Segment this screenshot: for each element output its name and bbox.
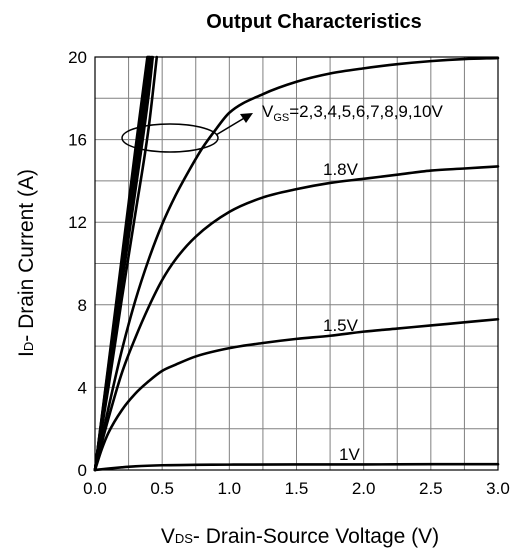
annotation-arrow-head bbox=[240, 113, 253, 123]
x-tick-label: 0.5 bbox=[150, 479, 174, 498]
y-tick-label: 8 bbox=[78, 296, 87, 315]
y-tick-label: 12 bbox=[68, 213, 87, 232]
annotation-ellipse bbox=[121, 123, 219, 153]
x-tick-label: 1.5 bbox=[285, 479, 309, 498]
series-line-vgs-1-5v bbox=[93, 317, 500, 472]
y-axis-label-main: I bbox=[15, 351, 38, 357]
series-line-vgs-1v bbox=[93, 462, 500, 472]
x-axis-label-rest: - Drain-Source Voltage (V) bbox=[193, 525, 439, 548]
x-tick-label: 2.5 bbox=[419, 479, 443, 498]
series-lines bbox=[93, 55, 500, 472]
y-tick-label: 20 bbox=[68, 48, 87, 67]
grid bbox=[95, 57, 498, 470]
x-tick-label: 2.0 bbox=[352, 479, 376, 498]
x-tick-label: 1.0 bbox=[218, 479, 242, 498]
y-tick-labels: 0 4 8 12 16 20 bbox=[68, 48, 87, 480]
y-axis-label-sub: D bbox=[21, 342, 36, 351]
plot-frame bbox=[94, 56, 499, 471]
y-tick-label: 16 bbox=[68, 131, 87, 150]
annotation-arrow-line bbox=[215, 116, 247, 136]
series-line-vgs-2v bbox=[93, 56, 500, 472]
y-tick-label: 4 bbox=[78, 378, 87, 397]
x-axis-label-main: V bbox=[161, 525, 175, 548]
x-tick-labels: 0.0 0.5 1.0 1.5 2.0 2.5 3.0 bbox=[83, 479, 510, 498]
vgs-annotation: VGS=2,3,4,5,6,7,8,9,10V bbox=[121, 102, 444, 153]
annotation-label-rest: =2,3,4,5,6,7,8,9,10V bbox=[289, 102, 443, 121]
annotation-label-main: V bbox=[262, 102, 274, 121]
curve-label-1-5v: 1.5V bbox=[323, 316, 359, 335]
curve-label-1-8v: 1.8V bbox=[323, 160, 359, 179]
x-tick-label: 0.0 bbox=[83, 479, 107, 498]
y-axis-label-rest: - Drain Current (A) bbox=[15, 169, 38, 342]
y-axis-label: ID- Drain Current (A) bbox=[15, 169, 38, 357]
annotation-label-sub: GS bbox=[273, 112, 289, 124]
x-tick-label: 3.0 bbox=[486, 479, 510, 498]
x-axis-label-sub: DS bbox=[175, 531, 193, 546]
x-axis-label: VDS- Drain-Source Voltage (V) bbox=[161, 525, 439, 548]
series-line-vgs-10v bbox=[93, 55, 149, 472]
chart-title: Output Characteristics bbox=[206, 11, 422, 33]
annotation-label: VGS=2,3,4,5,6,7,8,9,10V bbox=[262, 102, 444, 124]
series-line-vgs-1-8v bbox=[93, 165, 500, 472]
curve-label-1v: 1V bbox=[339, 445, 360, 464]
y-tick-label: 0 bbox=[78, 461, 87, 480]
